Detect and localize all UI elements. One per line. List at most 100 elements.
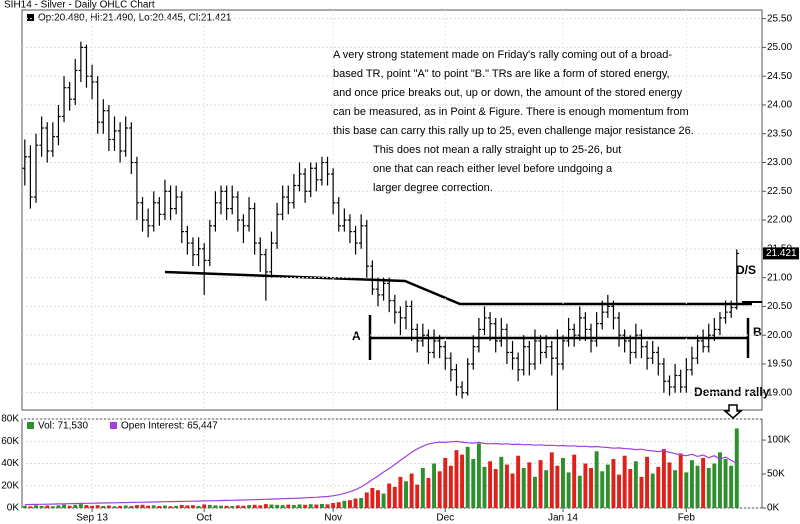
volume-bar [678, 453, 683, 508]
volume-bar [521, 467, 526, 508]
volume-bar [572, 454, 577, 508]
volume-bar [701, 457, 706, 508]
volume-bar [342, 500, 347, 508]
volume-bar [39, 505, 44, 508]
y-tick-label: 80K [1, 414, 19, 425]
y-tick-label: 23.00 [767, 157, 792, 168]
volume-bar [224, 505, 229, 508]
volume-bar [465, 446, 470, 508]
volume-bar [723, 459, 728, 508]
volume-bar [325, 504, 330, 508]
volume-bar [168, 506, 173, 508]
volume-bar [247, 505, 252, 508]
volume-bar [129, 506, 134, 508]
volume-bar [151, 505, 156, 508]
volume-bar [729, 465, 734, 508]
volume-bar [140, 504, 145, 508]
annotation-text: can be measured, as in Point & Figure. T… [333, 106, 689, 118]
volume-bar [174, 505, 179, 508]
volume-bar [381, 493, 386, 508]
volume-bar [303, 504, 308, 508]
volume-bar [577, 475, 582, 508]
volume-bar [493, 469, 498, 508]
volume-bar [544, 470, 549, 508]
volume-bar [252, 504, 257, 508]
volume-bar [499, 456, 504, 508]
volume-bar [179, 504, 184, 508]
volume-bar [633, 461, 638, 508]
volume-bar [84, 505, 89, 508]
volume-bar [331, 502, 336, 508]
volume-bar [185, 505, 190, 508]
volume-bar [258, 505, 263, 508]
volume-bar [359, 497, 364, 508]
volume-bar [561, 457, 565, 508]
price-tag [763, 247, 799, 260]
y2-tick-label: 100K [767, 435, 791, 446]
ds-label: D/S [736, 263, 756, 277]
annotation-text: and once price breaks out, up or down, t… [333, 87, 683, 99]
y-tick-label: 21.00 [767, 272, 792, 283]
volume-bar [471, 459, 476, 508]
volume-bar [280, 505, 285, 508]
volume-bar [538, 460, 543, 508]
volume-bar [510, 473, 515, 508]
legend-swatch [27, 422, 34, 429]
volume-bar [67, 505, 72, 508]
demand-label: Demand rally [694, 385, 770, 399]
volume-bar [34, 505, 38, 508]
volume-bar [566, 472, 571, 508]
volume-bar [420, 467, 425, 508]
volume-bar [112, 506, 117, 508]
y-tick-label: 22.00 [767, 215, 792, 226]
annotation-text: larger degree correction. [373, 182, 493, 194]
volume-bar [269, 504, 274, 508]
volume-bar [263, 504, 268, 508]
volume-bar [241, 505, 246, 508]
volume-bar [734, 428, 739, 508]
volume-bar [101, 505, 106, 508]
y-tick-label: 24.00 [767, 100, 792, 111]
annotation-text: based TR, point "A" to point "B." TRs ar… [333, 68, 670, 80]
point-label: B [753, 325, 762, 339]
price-tag-label: 21.421 [766, 248, 797, 259]
volume-bar [532, 476, 537, 508]
volume-bar [695, 465, 700, 508]
volume-bar [516, 455, 521, 508]
volume-bar [219, 505, 223, 508]
volume-bar [448, 465, 453, 508]
volume-bar [504, 464, 509, 508]
volume-bar [622, 455, 627, 508]
volume-bar [706, 467, 711, 508]
volume-bar [134, 505, 139, 508]
chart-title: SIH14 - Silver - Daily OHLC Chart [4, 0, 155, 11]
x-tick-label: Dec [436, 513, 454, 524]
y-tick-label: 0K [7, 503, 20, 514]
volume-bar [275, 504, 280, 508]
volume-bar [611, 459, 616, 508]
volume-bar [661, 449, 666, 508]
volume-bar [600, 471, 605, 508]
volume-bar [684, 472, 689, 508]
x-tick-label: Sep 13 [76, 513, 108, 524]
open-interest-line [24, 440, 738, 506]
volume-bar [583, 463, 588, 508]
volume-bar [454, 450, 459, 508]
y-tick-label: 22.50 [767, 186, 792, 197]
volume-bar [689, 460, 694, 508]
annotation-text: this base can carry this rally up to 25,… [333, 125, 694, 137]
volume-bar [443, 457, 448, 508]
volume-bar [432, 463, 437, 508]
volume-bar [370, 487, 375, 508]
support-line [164, 270, 752, 306]
volume-bar [213, 505, 218, 508]
volume-bar [717, 452, 722, 508]
volume-bar [347, 500, 352, 508]
y-tick-label: 19.00 [767, 387, 792, 398]
volume-bar [437, 471, 442, 508]
y-tick-label: 20K [1, 480, 19, 491]
volume-bar [28, 506, 33, 508]
x-tick-label: Oct [196, 513, 212, 524]
volume-bar [476, 443, 481, 508]
